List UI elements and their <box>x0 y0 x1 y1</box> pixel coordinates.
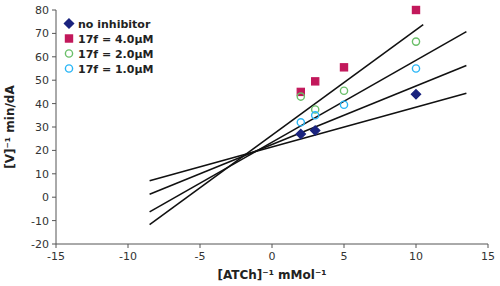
point <box>297 119 304 126</box>
fit-line <box>150 25 424 225</box>
fit-line <box>150 66 467 195</box>
x-tick-label: 0 <box>269 250 276 263</box>
y-tick <box>52 56 56 57</box>
y-tick <box>52 197 56 198</box>
y-tick-label: 30 <box>35 121 49 134</box>
x-tick-label: -5 <box>195 250 206 263</box>
x-tick-label: 10 <box>409 250 423 263</box>
x-tick-label: 5 <box>341 250 348 263</box>
point <box>411 90 420 99</box>
x-axis-label: [ATCh]⁻¹ mMol⁻¹ <box>217 268 326 282</box>
y-tick-label: 40 <box>35 98 49 111</box>
x-tick <box>344 244 345 248</box>
y-tick <box>52 33 56 34</box>
y-tick-label: 80 <box>35 4 49 17</box>
x-tick <box>200 244 201 248</box>
y-tick-label: 10 <box>35 168 49 181</box>
legend-marker <box>65 35 72 42</box>
point <box>412 38 419 45</box>
point <box>311 126 320 135</box>
fit-lines <box>150 25 467 225</box>
y-tick <box>52 127 56 128</box>
legend-label: no inhibitor <box>78 18 151 31</box>
y-tick <box>52 150 56 151</box>
legend-label: 17f = 1.0μM <box>78 63 154 76</box>
y-tick-label: 20 <box>35 144 49 157</box>
x-tick <box>56 244 57 248</box>
x-tick-label: 15 <box>481 250 495 263</box>
y-tick-label: 60 <box>35 51 49 64</box>
y-tick <box>52 10 56 11</box>
y-tick <box>52 173 56 174</box>
point <box>296 129 305 138</box>
legend-label: 17f = 4.0μM <box>78 33 154 46</box>
legend: no inhibitor 17f = 4.0μM 17f = 2.0μM 17f = … <box>64 18 153 76</box>
x-tick <box>272 244 273 248</box>
y-tick <box>52 103 56 104</box>
y-tick-label: 0 <box>42 191 49 204</box>
y-tick-label: 70 <box>35 27 49 40</box>
point <box>340 64 347 71</box>
points <box>296 6 421 138</box>
point <box>340 87 347 94</box>
legend-marker <box>65 65 72 72</box>
legend-marker <box>65 50 72 57</box>
legend-marker <box>64 19 73 28</box>
y-axis-label: [V]⁻¹ min/dA <box>3 85 17 169</box>
y-tick <box>52 244 56 245</box>
y-tick-label: -20 <box>31 238 49 251</box>
y-tick-label: 50 <box>35 74 49 87</box>
x-tick <box>488 244 489 248</box>
fit-line <box>150 93 467 181</box>
x-tick <box>128 244 129 248</box>
x-tick-label: -10 <box>119 250 137 263</box>
point <box>412 6 419 13</box>
legend-label: 17f = 2.0μM <box>78 48 154 61</box>
x-tick <box>416 244 417 248</box>
fit-line <box>150 32 467 212</box>
point <box>312 78 319 85</box>
point <box>312 112 319 119</box>
y-tick <box>52 80 56 81</box>
y-tick <box>52 220 56 221</box>
point <box>412 65 419 72</box>
y-tick-label: -10 <box>31 215 49 228</box>
point <box>297 93 304 100</box>
point <box>340 101 347 108</box>
chart: -15 -10 -5 0 5 10 15 -20 -10 0 10 20 30 40 50 60 70 80 [AT… <box>0 0 500 286</box>
x-tick-label: -15 <box>47 250 65 263</box>
